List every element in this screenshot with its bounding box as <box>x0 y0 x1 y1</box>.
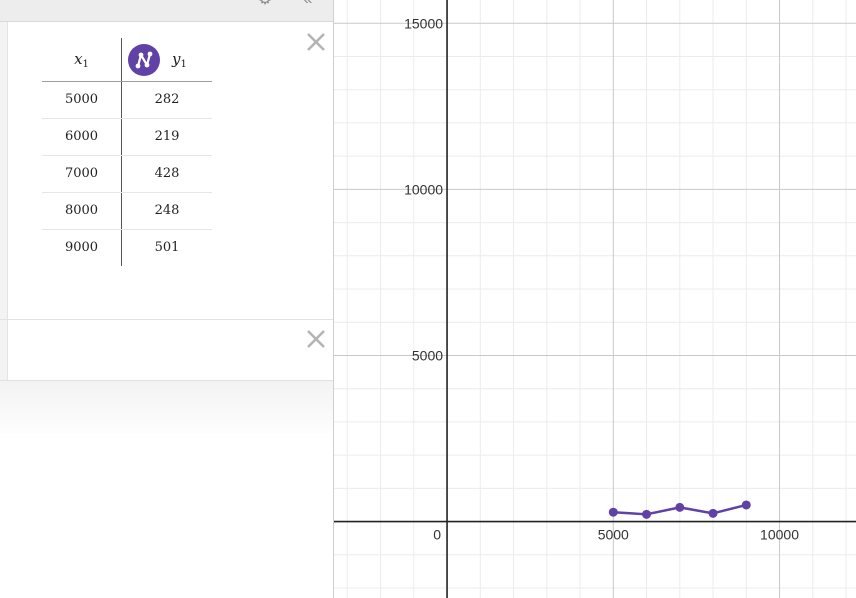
y-tick-label: 5000 <box>412 347 443 363</box>
expression-list: ⚙ « x1 <box>0 0 334 598</box>
y-tick-label: 15000 <box>404 15 443 31</box>
column-sub: 1 <box>82 59 89 70</box>
data-point[interactable] <box>708 508 718 518</box>
table-cell-x[interactable]: 6000 <box>64 129 99 144</box>
expression-table[interactable]: x1 y1 <box>0 22 333 320</box>
table-cell-y[interactable]: 282 <box>154 92 180 107</box>
x-tick-label: 5000 <box>598 527 629 543</box>
major-grid <box>334 0 856 598</box>
table-cell-y[interactable]: 219 <box>154 129 180 144</box>
double-chevron-left-icon[interactable]: « <box>298 0 318 8</box>
expression-empty[interactable] <box>0 320 333 381</box>
table-row: 6000 219 <box>42 119 212 156</box>
table-cell-y[interactable]: 428 <box>154 166 180 181</box>
expression-toolbar: ⚙ « <box>0 0 333 22</box>
table-header: x1 y1 <box>42 38 212 82</box>
close-icon[interactable] <box>305 328 327 350</box>
tick-labels: 0 5000 10000 5000 10000 15000 <box>404 15 799 542</box>
expression-list-blank[interactable] <box>0 381 333 598</box>
expression-gutter[interactable] <box>0 22 8 319</box>
column-var: x <box>74 50 83 68</box>
data-point[interactable] <box>608 507 618 517</box>
table-row: 8000 248 <box>42 193 212 230</box>
column-divider <box>121 38 122 266</box>
column-header-y1[interactable]: y1 <box>122 38 212 81</box>
gear-icon[interactable]: ⚙ <box>255 0 275 8</box>
table-cell-y[interactable]: 248 <box>154 203 180 218</box>
data-series <box>608 500 751 519</box>
data-point[interactable] <box>642 509 652 519</box>
graph-canvas[interactable]: 0 5000 10000 5000 10000 15000 <box>334 0 856 598</box>
graph-paper[interactable]: 0 5000 10000 5000 10000 15000 <box>334 0 856 598</box>
table-row: 7000 428 <box>42 156 212 193</box>
minor-grid <box>334 0 856 598</box>
line-points-icon[interactable] <box>128 44 160 76</box>
table-cell-x[interactable]: 7000 <box>64 166 99 181</box>
data-table: x1 y1 <box>42 38 212 267</box>
axes <box>334 0 856 598</box>
data-point[interactable] <box>675 502 685 512</box>
data-point[interactable] <box>741 500 751 510</box>
expression-gutter[interactable] <box>0 320 8 380</box>
close-icon[interactable] <box>305 31 327 53</box>
table-cell-y[interactable]: 501 <box>154 240 180 255</box>
table-cell-x[interactable]: 5000 <box>64 92 99 107</box>
column-sub: 1 <box>180 59 187 70</box>
x-tick-label: 10000 <box>760 527 799 543</box>
table-row: 9000 501 <box>42 230 212 267</box>
x-tick-label: 0 <box>433 527 441 543</box>
y-tick-label: 10000 <box>404 181 443 197</box>
column-header-x1[interactable]: x1 <box>42 38 121 81</box>
table-cell-x[interactable]: 9000 <box>64 240 99 255</box>
table-row: 5000 282 <box>42 82 212 119</box>
column-var: y <box>172 50 181 68</box>
table-cell-x[interactable]: 8000 <box>64 203 99 218</box>
